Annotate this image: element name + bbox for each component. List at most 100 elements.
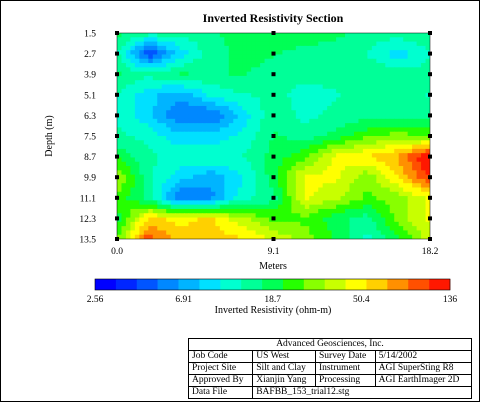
- heatmap-cell: [295, 45, 301, 51]
- heatmap-cell: [282, 45, 288, 51]
- heatmap-cell: [295, 208, 301, 214]
- heatmap-cell: [152, 58, 158, 64]
- heatmap-cell: [193, 105, 199, 111]
- heatmap-cell: [300, 174, 306, 180]
- heatmap-cell: [175, 118, 181, 124]
- heatmap-cell: [166, 217, 172, 223]
- heatmap-cell: [179, 161, 185, 167]
- heatmap-cell: [394, 204, 400, 210]
- heatmap-cell: [148, 191, 154, 197]
- heatmap-cell: [273, 93, 279, 98]
- heatmap-cell: [228, 166, 234, 171]
- heatmap-cell: [139, 213, 145, 219]
- heatmap-cell: [416, 50, 422, 56]
- heatmap-cell: [309, 45, 315, 51]
- heatmap-cell: [358, 97, 364, 103]
- heatmap-cell: [309, 166, 315, 171]
- heatmap-cell: [371, 170, 377, 176]
- heatmap-cell: [224, 208, 230, 214]
- heatmap-cell: [175, 127, 181, 133]
- heatmap-cell: [353, 101, 360, 107]
- heatmap-cell: [251, 118, 257, 124]
- heatmap-cell: [398, 101, 404, 107]
- heatmap-cell: [117, 140, 123, 146]
- heatmap-cell: [188, 157, 194, 163]
- heatmap-cell: [130, 50, 136, 56]
- heatmap-cell: [260, 84, 266, 90]
- heatmap-cell: [148, 213, 154, 219]
- heatmap-cell: [201, 101, 208, 107]
- heatmap-cell: [327, 183, 333, 189]
- heatmap-cell: [403, 131, 409, 137]
- heatmap-cell: [318, 196, 324, 201]
- heatmap-cell: [295, 33, 301, 38]
- heatmap-cell: [210, 33, 216, 38]
- heatmap-cell: [380, 41, 386, 47]
- heatmap-cell: [264, 144, 270, 150]
- heatmap-cell: [139, 226, 145, 232]
- heatmap-cell: [269, 213, 275, 219]
- heatmap-cell: [184, 196, 190, 201]
- heatmap-cell: [130, 118, 136, 124]
- heatmap-cell: [273, 196, 279, 201]
- heatmap-cell: [175, 226, 181, 232]
- heatmap-cell: [295, 75, 301, 81]
- heatmap-cell: [273, 153, 279, 159]
- heatmap-cell: [260, 37, 266, 43]
- heatmap-cell: [175, 63, 181, 68]
- heatmap-cell: [349, 178, 355, 184]
- heatmap-cell: [197, 213, 203, 219]
- heatmap-cell: [139, 144, 145, 150]
- heatmap-cell: [304, 41, 310, 47]
- heatmap-cell: [197, 191, 203, 197]
- heatmap-cell: [206, 33, 212, 38]
- heatmap-cell: [291, 93, 297, 98]
- heatmap-cell: [188, 71, 194, 77]
- heatmap-cell: [273, 166, 279, 171]
- heatmap-cell: [273, 101, 279, 107]
- heatmap-cell: [255, 105, 261, 111]
- heatmap-cell: [353, 58, 360, 64]
- heatmap-cell: [367, 80, 373, 86]
- heatmap-cell: [219, 123, 225, 129]
- heatmap-cell: [286, 88, 292, 94]
- heatmap-cell: [246, 88, 252, 94]
- heatmap-cell: [179, 187, 185, 193]
- heatmap-cell: [336, 84, 342, 90]
- heatmap-cell: [121, 101, 127, 107]
- heatmap-cell: [277, 123, 284, 129]
- heatmap-cell: [134, 127, 140, 133]
- heatmap-cell: [228, 110, 234, 116]
- heatmap-cell: [421, 148, 427, 154]
- heatmap-cell: [416, 221, 422, 227]
- electrode-marker: [271, 31, 276, 35]
- heatmap-cell: [237, 148, 243, 154]
- heatmap-cell: [340, 63, 346, 68]
- heatmap-cell: [327, 84, 333, 90]
- heatmap-cell: [331, 123, 337, 129]
- heatmap-cell: [327, 45, 333, 51]
- colorbar-border: [94, 278, 451, 291]
- heatmap-cell: [228, 196, 234, 201]
- heatmap-cell: [331, 105, 337, 111]
- heatmap-cell: [322, 131, 328, 137]
- heatmap-cell: [291, 88, 297, 94]
- heatmap-cell: [228, 75, 234, 81]
- heatmap-cell: [166, 114, 172, 120]
- heatmap-cell: [295, 88, 301, 94]
- heatmap-cell: [380, 88, 386, 94]
- heatmap-cell: [358, 191, 364, 197]
- heatmap-cell: [412, 41, 418, 47]
- heatmap-cell: [385, 140, 391, 146]
- heatmap-cell: [157, 161, 163, 167]
- heatmap-cell: [394, 71, 400, 77]
- heatmap-cell: [394, 58, 400, 64]
- heatmap-cell: [353, 187, 360, 193]
- heatmap-cell: [403, 170, 409, 176]
- heatmap-cell: [224, 105, 230, 111]
- heatmap-cell: [389, 196, 395, 201]
- heatmap-cell: [228, 178, 234, 184]
- heatmap-cell: [295, 41, 301, 47]
- heatmap-cell: [421, 157, 427, 163]
- heatmap-cell: [219, 101, 225, 107]
